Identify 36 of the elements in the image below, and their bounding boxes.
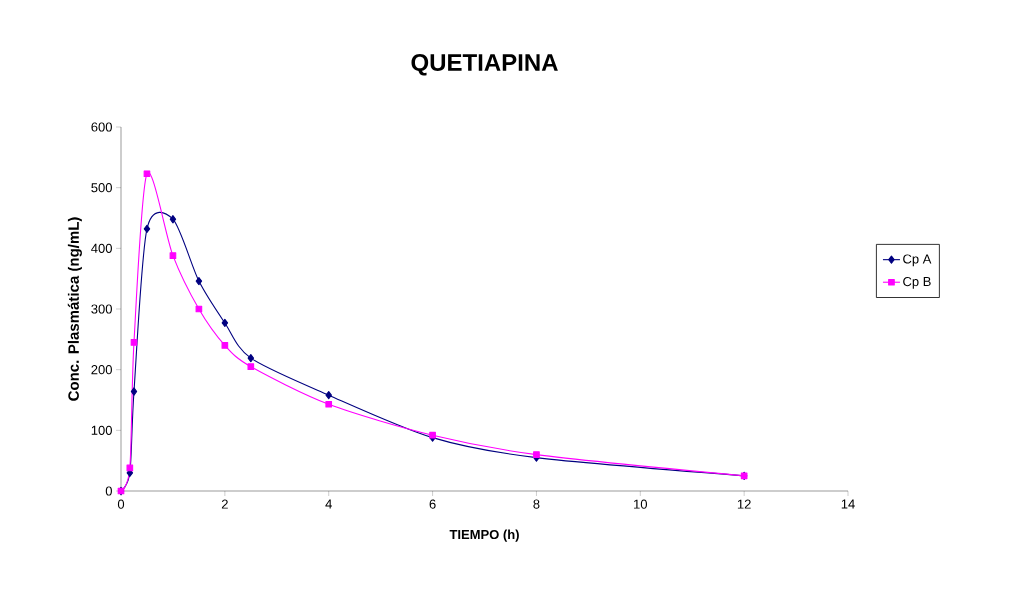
x-tick-label: 0	[117, 499, 125, 509]
point	[221, 318, 229, 328]
point	[247, 354, 255, 363]
x-tick-label: 10	[634, 499, 648, 509]
legend-label: Cp B	[903, 276, 931, 289]
point	[221, 342, 229, 349]
point	[195, 305, 203, 313]
point	[130, 339, 138, 346]
x-tick-label: 14	[841, 499, 855, 509]
point	[169, 215, 177, 224]
y-tick-label: 600	[91, 122, 112, 132]
y-axis-title: Conc. Plasmática (ng/mL)	[67, 217, 82, 401]
point	[325, 400, 333, 408]
point	[533, 451, 540, 458]
y-tick-label: 200	[91, 365, 112, 375]
point	[325, 391, 332, 400]
point	[130, 387, 138, 396]
y-tick-label: 100	[91, 425, 112, 435]
x-axis-title: TIEMPO (h)	[449, 529, 519, 542]
x-tick-label: 6	[429, 499, 436, 509]
point	[247, 363, 255, 370]
point	[126, 464, 134, 472]
x-tick-label: 12	[737, 499, 751, 509]
point	[195, 276, 203, 286]
y-tick-label: 400	[91, 243, 112, 253]
x-tick-label: 2	[221, 499, 228, 509]
legend-label: Cp A	[903, 254, 932, 267]
x-tick-label: 4	[325, 499, 332, 509]
y-tick-label: 500	[91, 183, 112, 193]
point	[143, 170, 151, 178]
point	[143, 224, 151, 234]
chart-title: QUETIAPINA	[411, 54, 558, 76]
y-tick-label: 300	[91, 304, 112, 314]
x-tick-label: 8	[533, 499, 540, 509]
point	[169, 252, 177, 259]
y-tick-label: 0	[105, 486, 112, 496]
